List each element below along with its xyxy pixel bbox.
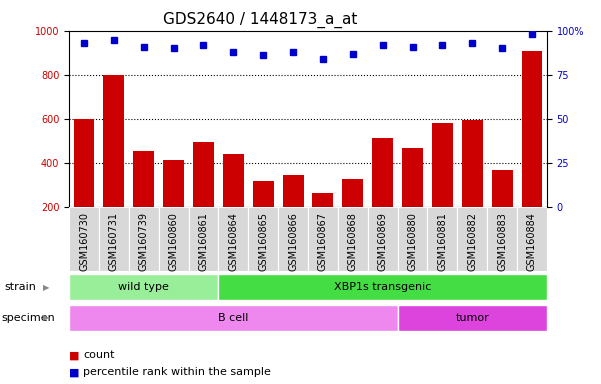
Bar: [278, 207, 308, 271]
Bar: [308, 207, 338, 271]
Bar: [133, 151, 154, 207]
Text: GSM160865: GSM160865: [258, 212, 268, 271]
Text: strain: strain: [5, 282, 37, 292]
Text: GSM160860: GSM160860: [169, 212, 178, 271]
Text: GSM160864: GSM160864: [228, 212, 239, 271]
Bar: [69, 207, 99, 271]
Bar: [462, 120, 483, 207]
Bar: [69, 274, 218, 300]
Bar: [398, 305, 547, 331]
Text: GSM160867: GSM160867: [318, 212, 328, 271]
Text: ▶: ▶: [43, 283, 50, 291]
Text: GDS2640 / 1448173_a_at: GDS2640 / 1448173_a_at: [163, 12, 358, 28]
Text: ▶: ▶: [43, 313, 50, 322]
Text: tumor: tumor: [456, 313, 489, 323]
Text: GSM160861: GSM160861: [198, 212, 209, 271]
Bar: [457, 207, 487, 271]
Bar: [99, 207, 129, 271]
Bar: [313, 193, 334, 207]
Text: percentile rank within the sample: percentile rank within the sample: [83, 367, 271, 377]
Text: GSM160739: GSM160739: [139, 212, 149, 271]
Bar: [189, 207, 218, 271]
Bar: [163, 160, 184, 207]
Text: ■: ■: [69, 367, 79, 377]
Bar: [73, 119, 94, 207]
Bar: [69, 305, 398, 331]
Text: XBP1s transgenic: XBP1s transgenic: [334, 282, 432, 292]
Text: GSM160881: GSM160881: [438, 212, 447, 271]
Text: GSM160882: GSM160882: [467, 212, 477, 271]
Bar: [343, 179, 363, 207]
Bar: [402, 148, 423, 207]
Bar: [103, 75, 124, 207]
Text: GSM160869: GSM160869: [377, 212, 388, 271]
Bar: [487, 207, 517, 271]
Text: GSM160731: GSM160731: [109, 212, 119, 271]
Bar: [218, 274, 547, 300]
Text: GSM160730: GSM160730: [79, 212, 89, 271]
Text: specimen: specimen: [2, 313, 55, 323]
Text: GSM160884: GSM160884: [527, 212, 537, 271]
Bar: [193, 142, 214, 207]
Text: ■: ■: [69, 350, 79, 360]
Bar: [223, 154, 244, 207]
Bar: [517, 207, 547, 271]
Bar: [282, 175, 304, 207]
Bar: [368, 207, 398, 271]
Text: wild type: wild type: [118, 282, 169, 292]
Text: GSM160883: GSM160883: [497, 212, 507, 271]
Bar: [492, 170, 513, 207]
Text: GSM160880: GSM160880: [407, 212, 418, 271]
Bar: [159, 207, 189, 271]
Bar: [338, 207, 368, 271]
Bar: [129, 207, 159, 271]
Bar: [522, 51, 543, 207]
Text: B cell: B cell: [218, 313, 249, 323]
Bar: [248, 207, 278, 271]
Bar: [427, 207, 457, 271]
Text: count: count: [83, 350, 114, 360]
Text: GSM160868: GSM160868: [348, 212, 358, 271]
Bar: [432, 123, 453, 207]
Bar: [398, 207, 427, 271]
Text: GSM160866: GSM160866: [288, 212, 298, 271]
Bar: [218, 207, 248, 271]
Bar: [253, 181, 273, 207]
Bar: [372, 138, 393, 207]
